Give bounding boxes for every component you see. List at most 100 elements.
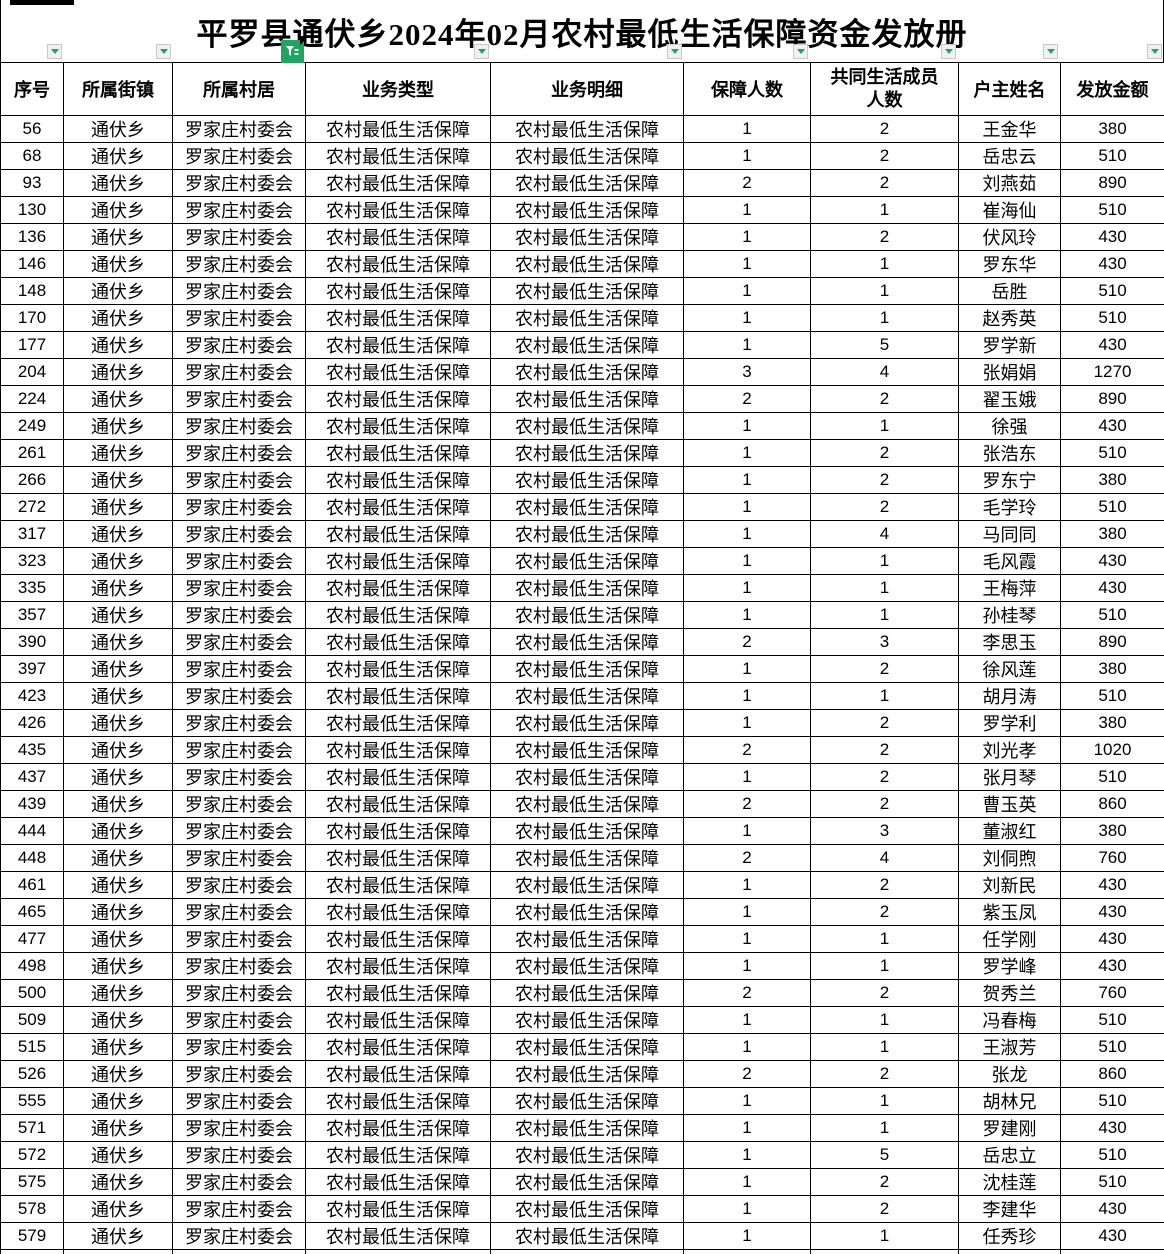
cell-protected-count[interactable]: 1 xyxy=(683,196,811,224)
cell-village[interactable]: 罗家庄村委会 xyxy=(172,385,306,413)
cell-serial[interactable]: 68 xyxy=(0,142,64,170)
cell-town[interactable]: 通伏乡 xyxy=(63,493,173,521)
cell-biz-type[interactable]: 农村最低生活保障 xyxy=(305,169,491,197)
cell-biz-type[interactable]: 农村最低生活保障 xyxy=(305,790,491,818)
cell-village[interactable]: 罗家庄村委会 xyxy=(172,1006,306,1034)
cell-serial[interactable]: 444 xyxy=(0,817,64,845)
cell-serial[interactable]: 465 xyxy=(0,898,64,926)
cell-amount[interactable]: 380 xyxy=(1060,520,1164,548)
cell-householder[interactable]: 罗学新 xyxy=(958,331,1061,359)
cell-biz-detail[interactable]: 农村最低生活保障 xyxy=(490,898,684,926)
cell-biz-detail[interactable]: 农村最低生活保障 xyxy=(490,817,684,845)
cell-protected-count[interactable]: 1 xyxy=(683,223,811,251)
cell-biz-type[interactable]: 农村最低生活保障 xyxy=(305,385,491,413)
cell-protected-count[interactable]: 1 xyxy=(683,439,811,467)
cell-biz-type[interactable]: 农村最低生活保障 xyxy=(305,439,491,467)
cell-biz-detail[interactable]: 农村最低生活保障 xyxy=(490,115,684,143)
cell-town[interactable]: 通伏乡 xyxy=(63,682,173,710)
cell-amount[interactable]: 1020 xyxy=(1060,736,1164,764)
cell-serial[interactable]: 509 xyxy=(0,1006,64,1034)
cell-biz-detail[interactable]: 农村最低生活保障 xyxy=(490,628,684,656)
cell-biz-detail[interactable]: 农村最低生活保障 xyxy=(490,277,684,305)
cell-town[interactable]: 通伏乡 xyxy=(63,115,173,143)
cell-amount[interactable]: 510 xyxy=(1060,304,1164,332)
cell-serial[interactable]: 579 xyxy=(0,1222,64,1250)
cell-protected-count[interactable]: 1 xyxy=(683,520,811,548)
cell-protected-count[interactable]: 1 xyxy=(683,1033,811,1061)
cell-biz-detail[interactable]: 农村最低生活保障 xyxy=(490,223,684,251)
cell-householder[interactable]: 紫玉凤 xyxy=(958,898,1061,926)
cell-amount[interactable]: 510 xyxy=(1060,682,1164,710)
cell-serial[interactable]: 146 xyxy=(0,250,64,278)
cell-protected-count[interactable]: 2 xyxy=(683,1060,811,1088)
cell-householder[interactable]: 赵秀英 xyxy=(958,304,1061,332)
cell-serial[interactable]: 136 xyxy=(0,223,64,251)
cell-town[interactable]: 通伏乡 xyxy=(63,871,173,899)
cell-biz-type[interactable]: 农村最低生活保障 xyxy=(305,952,491,980)
cell-householder[interactable]: 岳忠云 xyxy=(958,142,1061,170)
header-members[interactable]: 共同生活成员人数 xyxy=(810,62,959,116)
cell-town[interactable]: 通伏乡 xyxy=(63,952,173,980)
cell-amount[interactable]: 510 xyxy=(1060,1141,1164,1169)
cell-members-count[interactable]: 1 xyxy=(810,277,959,305)
cell-village[interactable]: 罗家庄村委会 xyxy=(172,736,306,764)
cell-biz-detail[interactable]: 农村最低生活保障 xyxy=(490,709,684,737)
cell-members-count[interactable]: 2 xyxy=(810,493,959,521)
cell-protected-count[interactable]: 1 xyxy=(683,1141,811,1169)
cell-biz-type[interactable]: 农村最低生活保障 xyxy=(305,655,491,683)
header-village[interactable]: 所属村居 xyxy=(172,62,306,116)
cell-protected-count[interactable]: 2 xyxy=(683,979,811,1007)
cell-village[interactable]: 罗家庄村委会 xyxy=(172,817,306,845)
cell-amount[interactable]: 430 xyxy=(1060,871,1164,899)
cell-members-count[interactable]: 2 xyxy=(810,385,959,413)
cell-members-count[interactable]: 2 xyxy=(810,223,959,251)
cell-householder[interactable]: 胡月涛 xyxy=(958,682,1061,710)
cell-amount[interactable]: 890 xyxy=(1060,385,1164,413)
header-serial[interactable]: 序号 xyxy=(0,62,64,116)
cell-serial[interactable]: 477 xyxy=(0,925,64,953)
cell-biz-type[interactable]: 农村最低生活保障 xyxy=(305,1141,491,1169)
cell-members-count[interactable]: 2 xyxy=(810,763,959,791)
cell-amount[interactable]: 430 xyxy=(1060,1249,1164,1254)
cell-members-count[interactable]: 5 xyxy=(810,1141,959,1169)
cell-serial[interactable]: 515 xyxy=(0,1033,64,1061)
cell-biz-type[interactable]: 农村最低生活保障 xyxy=(305,1195,491,1223)
cell-householder[interactable]: 岳胜 xyxy=(958,277,1061,305)
cell-members-count[interactable]: 2 xyxy=(810,655,959,683)
cell-biz-detail[interactable]: 农村最低生活保障 xyxy=(490,493,684,521)
cell-town[interactable]: 通伏乡 xyxy=(63,439,173,467)
cell-protected-count[interactable]: 1 xyxy=(683,952,811,980)
cell-protected-count[interactable]: 1 xyxy=(683,898,811,926)
cell-town[interactable]: 通伏乡 xyxy=(63,223,173,251)
cell-biz-detail[interactable]: 农村最低生活保障 xyxy=(490,1060,684,1088)
cell-village[interactable]: 罗家庄村委会 xyxy=(172,115,306,143)
cell-members-count[interactable]: 1 xyxy=(810,547,959,575)
cell-town[interactable]: 通伏乡 xyxy=(63,979,173,1007)
cell-householder[interactable]: 罗建刚 xyxy=(958,1114,1061,1142)
cell-members-count[interactable]: 1 xyxy=(810,574,959,602)
filter-button-members[interactable] xyxy=(941,44,956,59)
cell-householder[interactable]: 毛风霞 xyxy=(958,547,1061,575)
cell-biz-detail[interactable]: 农村最低生活保障 xyxy=(490,736,684,764)
cell-town[interactable]: 通伏乡 xyxy=(63,1168,173,1196)
cell-town[interactable]: 通伏乡 xyxy=(63,1249,173,1254)
cell-protected-count[interactable]: 1 xyxy=(683,493,811,521)
cell-village[interactable]: 罗家庄村委会 xyxy=(172,1033,306,1061)
cell-town[interactable]: 通伏乡 xyxy=(63,412,173,440)
cell-biz-detail[interactable]: 农村最低生活保障 xyxy=(490,304,684,332)
cell-householder[interactable]: 沈桂莲 xyxy=(958,1168,1061,1196)
cell-householder[interactable]: 刘燕茹 xyxy=(958,169,1061,197)
cell-biz-type[interactable]: 农村最低生活保障 xyxy=(305,709,491,737)
cell-village[interactable]: 罗家庄村委会 xyxy=(172,358,306,386)
cell-village[interactable]: 罗家庄村委会 xyxy=(172,250,306,278)
cell-biz-type[interactable]: 农村最低生活保障 xyxy=(305,1006,491,1034)
cell-town[interactable]: 通伏乡 xyxy=(63,520,173,548)
cell-members-count[interactable]: 1 xyxy=(810,1222,959,1250)
cell-protected-count[interactable]: 1 xyxy=(683,277,811,305)
cell-householder[interactable]: 毛学玲 xyxy=(958,493,1061,521)
cell-householder[interactable]: 刘光孝 xyxy=(958,736,1061,764)
cell-village[interactable]: 罗家庄村委会 xyxy=(172,547,306,575)
cell-amount[interactable]: 860 xyxy=(1060,1060,1164,1088)
cell-members-count[interactable]: 1 xyxy=(810,601,959,629)
cell-amount[interactable]: 510 xyxy=(1060,1033,1164,1061)
